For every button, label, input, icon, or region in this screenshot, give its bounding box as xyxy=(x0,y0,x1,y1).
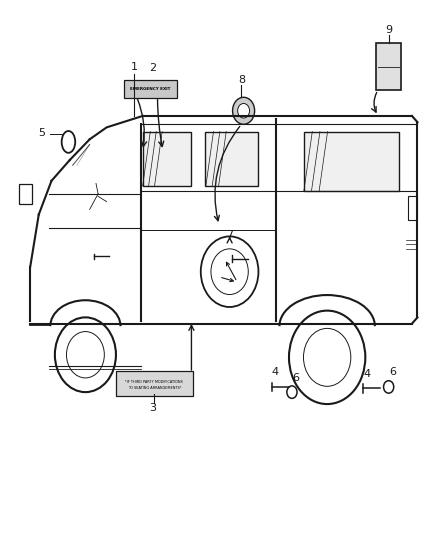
Bar xyxy=(143,132,191,186)
Bar xyxy=(408,197,417,220)
Text: 6: 6 xyxy=(293,373,300,383)
Bar xyxy=(304,132,399,191)
Text: 2: 2 xyxy=(149,63,156,74)
Bar xyxy=(19,184,32,204)
Circle shape xyxy=(55,317,116,392)
Bar xyxy=(205,132,258,186)
Bar xyxy=(376,43,401,90)
Text: 3: 3 xyxy=(149,403,155,413)
FancyBboxPatch shape xyxy=(116,371,193,396)
Text: 6: 6 xyxy=(389,367,396,377)
Text: 8: 8 xyxy=(238,75,245,85)
Text: 1: 1 xyxy=(131,62,138,72)
Circle shape xyxy=(238,103,250,118)
Text: 4: 4 xyxy=(363,369,370,379)
Text: *IF THIRD PARTY MODIFICATIONS: *IF THIRD PARTY MODIFICATIONS xyxy=(125,380,183,384)
Text: EMERGENCY EXIT: EMERGENCY EXIT xyxy=(130,87,170,91)
FancyBboxPatch shape xyxy=(124,80,177,98)
Text: 9: 9 xyxy=(385,25,392,35)
Text: 7: 7 xyxy=(226,230,233,240)
Text: TO SEATING ARRANGEMENTS*: TO SEATING ARRANGEMENTS* xyxy=(127,386,181,391)
Text: 5: 5 xyxy=(39,127,46,138)
Circle shape xyxy=(233,97,254,124)
Text: 4: 4 xyxy=(272,367,279,377)
Circle shape xyxy=(289,311,365,404)
